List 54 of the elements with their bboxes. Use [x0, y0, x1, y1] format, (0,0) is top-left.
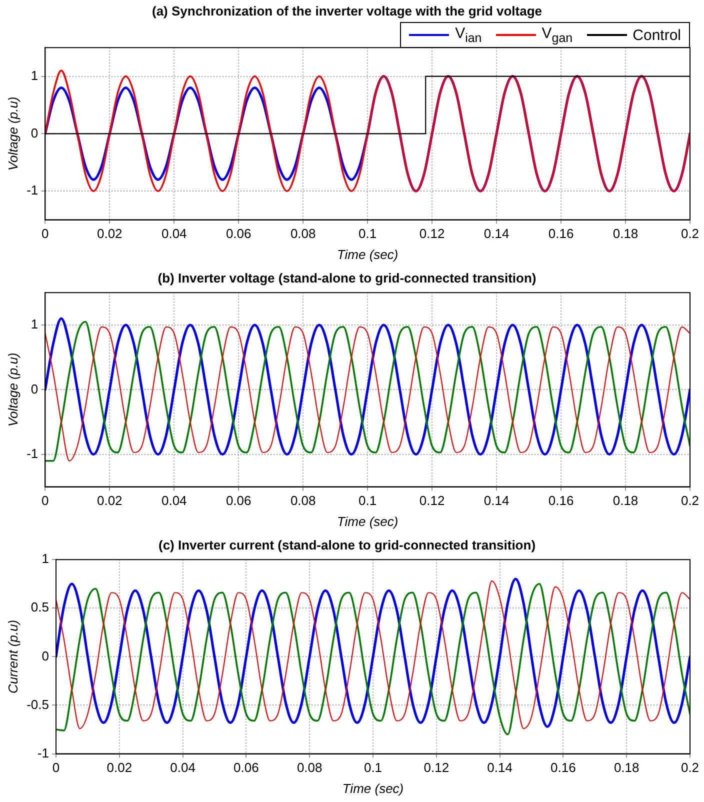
y-tick-label: 1 [42, 551, 49, 566]
x-tick-label: 0.14 [484, 226, 510, 242]
y-tick-label: -0.5 [26, 696, 49, 712]
x-tick-label: 0.06 [234, 760, 259, 776]
x-tick-label: 0.16 [548, 493, 574, 508]
x-axis-title: Time (sec) [336, 246, 398, 262]
x-tick-label: 0.2 [680, 226, 700, 242]
x-tick-label: 0.14 [484, 493, 510, 508]
y-tick-label: 1 [30, 68, 38, 83]
y-tick-label: -1 [37, 745, 49, 760]
x-tick-label: 0.08 [296, 760, 322, 776]
chart-title: (b) Inverter voltage (stand-alone to grid-connected transition) [158, 270, 536, 286]
legend-label: V$_{gan}$ [542, 25, 573, 45]
x-tick-label: 0.04 [161, 226, 187, 242]
x-tick-label: 0.16 [548, 226, 574, 242]
x-tick-label: 0.12 [419, 226, 445, 242]
x-tick-label: 0.14 [487, 760, 512, 776]
x-tick-label: 0.12 [424, 760, 450, 776]
x-tick-label: 0.18 [612, 226, 638, 242]
chart-title: (c) Inverter current (stand-alone to grid-connected transition) [158, 537, 536, 552]
x-tick-label: 0.06 [226, 493, 252, 508]
x-tick-label: 0.04 [161, 493, 187, 508]
x-tick-label: 0.02 [96, 226, 122, 242]
x-axis-title: Time (sec) [336, 514, 398, 529]
y-axis-title: Voltage (p.u) [5, 352, 20, 427]
y-tick-label: 0.5 [30, 600, 49, 615]
y-tick-label: 0 [30, 381, 38, 396]
x-tick-label: 0 [52, 760, 60, 776]
y-axis-title: Current (p.u) [5, 620, 20, 694]
y-tick-label: -1 [26, 446, 38, 462]
x-tick-label: 0.02 [96, 493, 122, 508]
legend-label: V$_{ian}$ [455, 25, 482, 45]
x-tick-label: 0.1 [358, 493, 377, 508]
chart-title: (a) Synchronization of the inverter voltage with the grid voltage [152, 3, 542, 18]
y-tick-label: 0 [30, 125, 38, 140]
x-tick-label: 0.06 [226, 226, 252, 242]
x-tick-label: 0.08 [290, 226, 316, 242]
x-tick-label: 0.16 [550, 760, 576, 776]
x-tick-label: 0.2 [680, 493, 700, 508]
x-tick-label: 0.04 [170, 760, 196, 776]
x-tick-label: 0.1 [364, 760, 382, 776]
x-tick-label: 0.2 [680, 760, 700, 776]
y-tick-label: 1 [30, 316, 38, 332]
legend-label: Control [632, 26, 681, 44]
y-tick-label: 0 [42, 648, 49, 664]
x-tick-label: 0.1 [358, 226, 377, 242]
x-tick-label: 0.08 [290, 493, 316, 508]
x-axis-title: Time (sec) [342, 780, 404, 796]
x-tick-label: 0.12 [419, 493, 445, 508]
y-axis-title: Voltage (p.u) [5, 96, 20, 171]
y-tick-label: -1 [26, 182, 38, 198]
x-tick-label: 0.18 [614, 760, 640, 776]
x-tick-label: 0.18 [612, 493, 638, 508]
x-tick-label: 0.02 [106, 760, 132, 776]
